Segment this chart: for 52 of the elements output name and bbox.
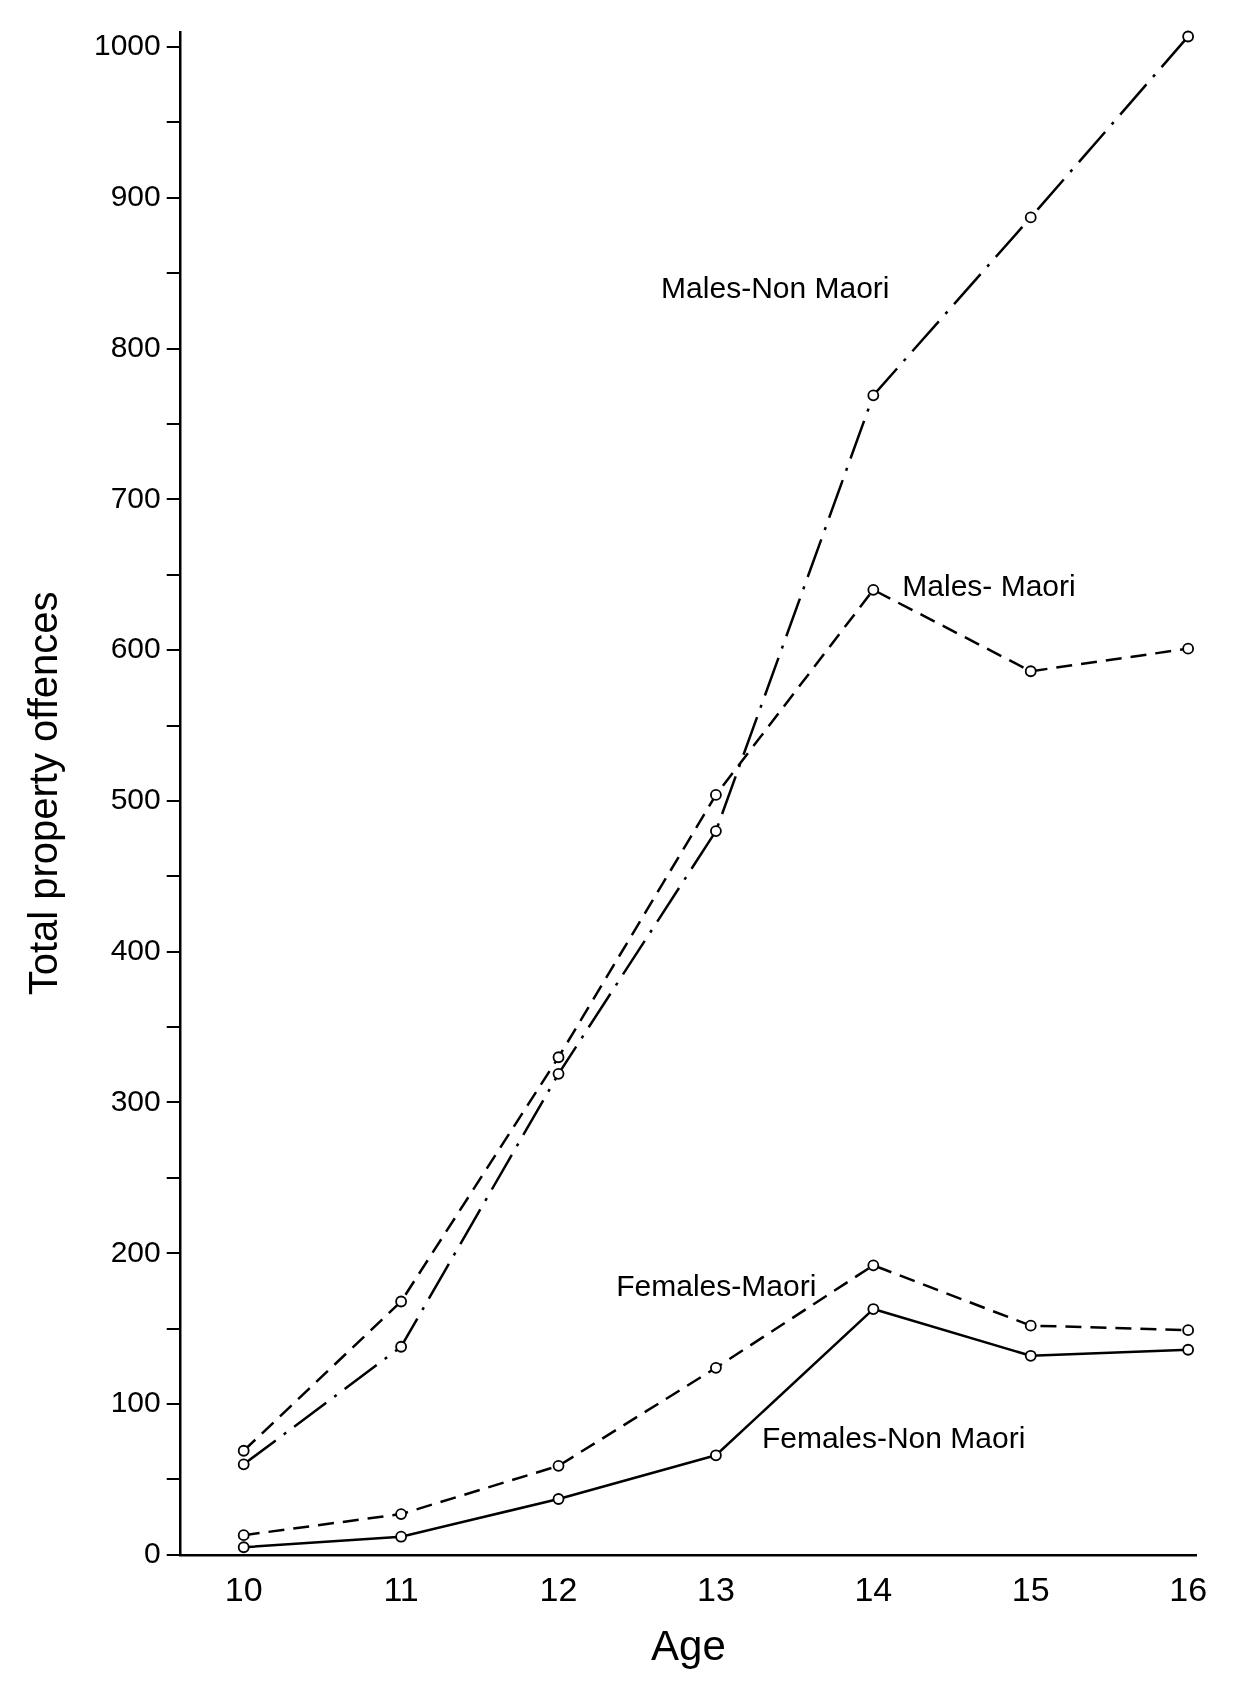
y-tick-label: 800	[110, 329, 161, 363]
x-tick-label: 12	[539, 1569, 578, 1608]
x-tick-label: 10	[224, 1569, 263, 1608]
x-tick-label: 15	[1011, 1569, 1050, 1608]
point	[552, 1067, 565, 1080]
series-label: Females-Maori	[616, 1268, 817, 1302]
x-tick-label: 16	[1169, 1569, 1208, 1608]
point	[1024, 211, 1037, 224]
point	[1182, 30, 1195, 43]
point	[552, 1493, 565, 1505]
point	[395, 1530, 408, 1543]
y-tick-label: 900	[110, 179, 161, 213]
y-tick-label: 700	[110, 480, 161, 514]
point	[1024, 665, 1037, 678]
point	[395, 1508, 408, 1520]
point	[1182, 1343, 1195, 1356]
point	[710, 1449, 722, 1462]
point	[237, 1458, 250, 1471]
point	[867, 583, 880, 596]
y-tick-label: 300	[110, 1083, 161, 1117]
point	[552, 1051, 565, 1064]
series-label: Males-Non Maori	[661, 270, 890, 304]
x-tick-label: 11	[383, 1569, 419, 1608]
point	[710, 825, 722, 837]
point	[395, 1340, 408, 1353]
x-axis-title: Age	[651, 1622, 726, 1670]
y-tick-label: 600	[110, 631, 161, 665]
point	[395, 1295, 408, 1308]
point	[710, 789, 722, 801]
point	[867, 1259, 880, 1272]
x-tick-label: 14	[854, 1569, 893, 1608]
point	[552, 1459, 565, 1472]
point	[867, 1303, 880, 1315]
y-tick-label: 0	[144, 1536, 161, 1570]
point	[710, 1361, 722, 1374]
point	[1182, 642, 1195, 655]
point	[1024, 1349, 1037, 1362]
series-label: Females-Non Maori	[761, 1420, 1026, 1454]
y-tick-label: 100	[110, 1385, 161, 1419]
y-axis-title: Total property offences	[21, 591, 66, 996]
series-label: Males- Maori	[902, 569, 1076, 603]
y-tick-label: 500	[110, 782, 161, 816]
x-tick-label: 13	[697, 1569, 735, 1608]
point	[1024, 1319, 1037, 1332]
point	[237, 1444, 250, 1457]
y-tick-label: 1000	[93, 28, 161, 62]
point	[237, 1541, 250, 1554]
point	[237, 1529, 250, 1542]
y-tick-label: 200	[110, 1234, 161, 1268]
point	[867, 389, 880, 402]
point	[1182, 1324, 1195, 1337]
y-tick-label: 400	[110, 932, 161, 966]
